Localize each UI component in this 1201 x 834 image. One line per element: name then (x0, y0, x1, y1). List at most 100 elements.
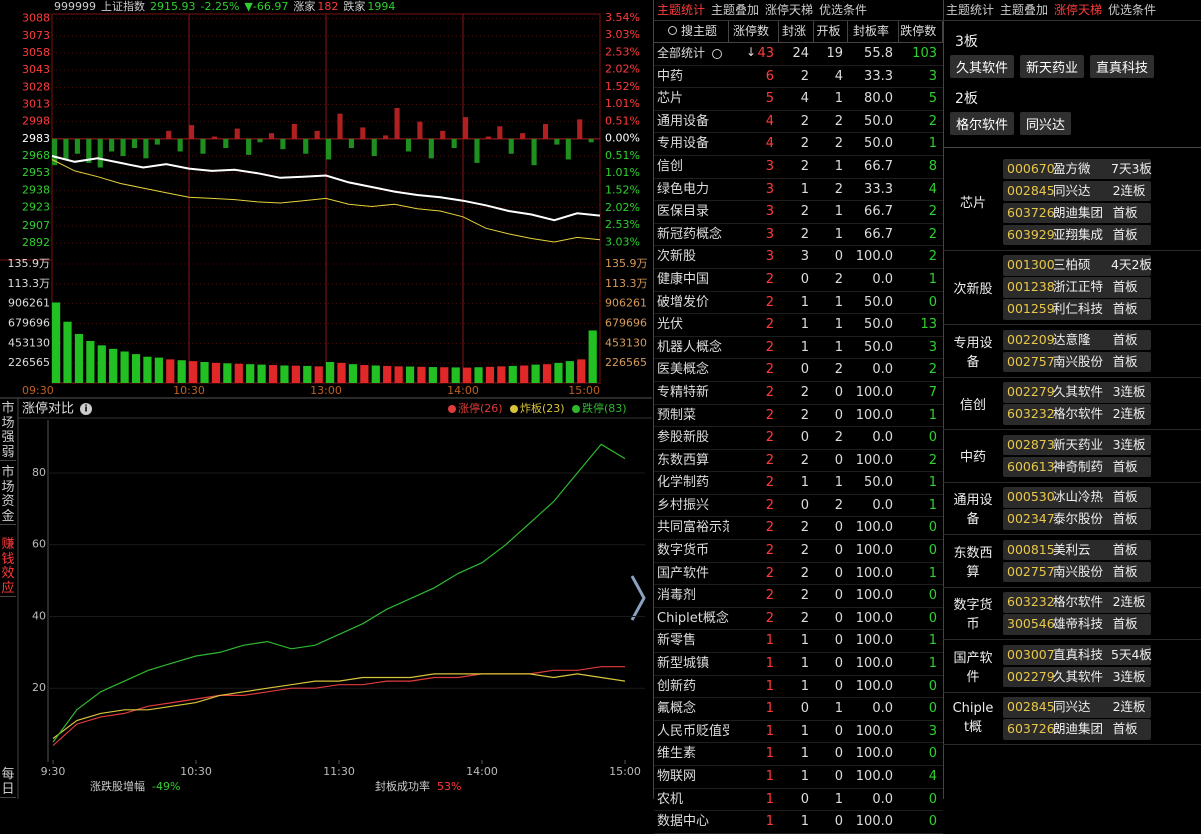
table-row[interactable]: 维生素 1 1 0 100.0 0 (654, 743, 943, 766)
cell: 19 (826, 46, 843, 61)
stock-row[interactable]: 600613 神奇制药 首板 (1003, 456, 1151, 477)
theme-table: 主题统计 主题叠加 涨停天梯 优选条件 搜主题 涨停数↓ 封涨 开板 封板率 跌停数 全部统计 4… (653, 0, 944, 834)
stock-row[interactable]: 000670 盈方微 7天3板 (1003, 158, 1152, 179)
volume-bar (200, 361, 209, 383)
stock-row[interactable]: 603232 格尔软件 2连板 (1003, 592, 1151, 613)
stock-row[interactable]: 002845 同兴达 2连板 (1003, 697, 1151, 718)
cell: 66.7 (864, 204, 893, 220)
table-row[interactable]: Chiplet概念 2 2 0 100.0 0 (654, 608, 943, 631)
table-row[interactable]: 次新股 3 3 0 100.0 2 (654, 246, 943, 269)
stock-row[interactable]: 603726 朗迪集团 首板 (1003, 719, 1151, 740)
stock-row[interactable]: 002347 泰尔股份 首板 (1003, 509, 1151, 530)
stock-button[interactable]: 同兴达 (1020, 112, 1072, 135)
stock-row[interactable]: 002757 南兴股份 首板 (1003, 561, 1151, 582)
side-tab[interactable]: 市场强弱 (0, 401, 16, 461)
table-row[interactable]: 绿色电力 3 1 2 33.3 4 (654, 179, 943, 202)
tab[interactable]: 涨停天梯 (765, 3, 814, 17)
column-header[interactable]: 开板 (814, 21, 849, 42)
stock-row[interactable]: 603232 格尔软件 2连板 (1003, 404, 1151, 425)
table-row[interactable]: 中药 6 2 4 33.3 3 (654, 66, 943, 89)
table-row[interactable]: 信创 3 2 1 66.7 8 (654, 156, 943, 179)
tab[interactable]: 涨停天梯 (1054, 3, 1103, 17)
table-row[interactable]: 数字货币 2 2 0 100.0 0 (654, 540, 943, 563)
table-row[interactable]: 氟概念 1 0 1 0.0 0 (654, 698, 943, 721)
table-row[interactable]: 机器人概念 2 1 1 50.0 3 (654, 337, 943, 360)
table-row[interactable]: 预制菜 2 2 0 100.0 1 (654, 405, 943, 428)
cell: 1 (765, 814, 774, 830)
tab[interactable]: 主题统计 (657, 3, 706, 17)
stock-row[interactable]: 300546 雄帝科技 首板 (1003, 614, 1151, 635)
group-name: 信创 (959, 397, 986, 413)
stock-button[interactable]: 格尔软件 (950, 112, 1015, 135)
tab[interactable]: 优选条件 (1108, 3, 1157, 17)
table-row[interactable]: 芯片 5 4 1 80.0 5 (654, 88, 943, 111)
column-header[interactable]: 搜主题 (654, 21, 729, 42)
column-header[interactable]: 跌停数 (899, 21, 943, 42)
stock-row[interactable]: 000815 美利云 首板 (1003, 539, 1151, 560)
table-row[interactable]: 共同富裕示范区 2 2 0 100.0 0 (654, 517, 943, 541)
table-row[interactable]: 乡村振兴 2 0 2 0.0 1 (654, 495, 943, 518)
column-header[interactable]: 涨停数↓ (729, 21, 780, 59)
table-row[interactable]: 全部统计 43 24 19 55.8 103 (654, 43, 943, 66)
table-row[interactable]: 创新药 1 1 0 100.0 0 (654, 676, 943, 699)
expand-arrow[interactable] (630, 575, 646, 621)
volume-tick-label: 226565 (8, 356, 50, 369)
stock-button[interactable]: 新天药业 (1020, 55, 1085, 78)
table-row[interactable]: 东数西算 2 2 0 100.0 2 (654, 450, 943, 473)
column-header[interactable]: 封涨 (779, 21, 814, 42)
table-row[interactable]: 人民币贬值受益 1 1 0 100.0 3 (654, 721, 943, 744)
stock-row[interactable]: 000530 冰山冷热 首板 (1003, 487, 1151, 508)
cell: 80.0 (864, 91, 893, 107)
table-row[interactable]: 国产软件 2 2 0 100.0 1 (654, 563, 943, 586)
table-row[interactable]: 专用设备 4 2 2 50.0 1 (654, 133, 943, 156)
stock-row[interactable]: 002279 久其软件 3连板 (1003, 666, 1151, 687)
info-glyph: i (84, 405, 87, 415)
table-row[interactable]: 医美概念 2 0 2 0.0 2 (654, 359, 943, 382)
table-row[interactable]: 通用设备 4 2 2 50.0 2 (654, 111, 943, 134)
stock-row[interactable]: 001300 三柏硕 4天2板 (1003, 255, 1152, 276)
stock-row[interactable]: 002845 同兴达 2连板 (1003, 180, 1151, 201)
table-row[interactable]: 数据中心 1 1 0 100.0 0 (654, 811, 943, 834)
stock-row[interactable]: 603726 朗迪集团 首板 (1003, 202, 1151, 223)
table-row[interactable]: 专精特新 2 2 0 100.0 7 (654, 382, 943, 405)
tab-bar: 主题统计 主题叠加 涨停天梯 优选条件 (943, 0, 1201, 21)
tab[interactable]: 优选条件 (819, 3, 868, 17)
table-row[interactable]: 化学制药 2 1 1 50.0 1 (654, 472, 943, 495)
cell: 信创 (657, 158, 684, 174)
stock-row[interactable]: 002757 南兴股份 首板 (1003, 351, 1151, 372)
stock-row[interactable]: 002873 新天药业 3连板 (1003, 434, 1151, 455)
table-row[interactable]: 健康中国 2 0 2 0.0 1 (654, 269, 943, 292)
cell: 4 (928, 181, 937, 197)
stock-row[interactable]: 001259 利仁科技 首板 (1003, 299, 1151, 320)
table-row[interactable]: 新型城镇 1 1 0 100.0 1 (654, 653, 943, 676)
tab[interactable]: 主题叠加 (1000, 3, 1049, 17)
table-row[interactable]: 新零售 1 1 0 100.0 1 (654, 630, 943, 654)
table-row[interactable]: 农机 1 0 1 0.0 0 (654, 789, 943, 812)
stock-button[interactable]: 直真科技 (1090, 55, 1155, 78)
table-row[interactable]: 破增发价 2 1 1 50.0 0 (654, 292, 943, 315)
column-header[interactable]: 封板率 (848, 21, 899, 42)
x-tick-label: 9:30 (41, 765, 66, 778)
side-tab[interactable]: 赚钱效应 (0, 537, 16, 597)
stock-row[interactable]: 002209 达意隆 首板 (1003, 329, 1151, 350)
side-tab[interactable]: 每日 (0, 767, 16, 798)
table-row[interactable]: 新冠药概念 3 2 1 66.7 2 (654, 224, 943, 247)
y-tick-label: 20 (32, 681, 46, 694)
down-count: 1994 (367, 0, 396, 13)
tab[interactable]: 主题统计 (946, 3, 995, 17)
table-row[interactable]: 光伏 2 1 1 50.0 13 (654, 314, 943, 337)
stock-row[interactable]: 001238 浙江正特 首板 (1003, 277, 1151, 298)
table-row[interactable]: 参股新股 2 0 2 0.0 0 (654, 427, 943, 450)
side-tab[interactable]: 市场资金 (0, 465, 16, 525)
tab[interactable]: 主题叠加 (711, 3, 760, 17)
cell: 国产软件 (657, 565, 710, 581)
stock-row[interactable]: 603929 亚翔集成 首板 (1003, 224, 1151, 245)
stock-row[interactable]: 003007 直真科技 5天4板 (1003, 644, 1152, 665)
table-row[interactable]: 医保目录 3 2 1 66.7 2 (654, 201, 943, 224)
info-icon[interactable] (80, 403, 92, 415)
table-row[interactable]: 消毒剂 2 2 0 100.0 0 (654, 585, 943, 608)
stock-row[interactable]: 002279 久其软件 3连板 (1003, 382, 1151, 403)
table-row[interactable]: 物联网 1 1 0 100.0 4 (654, 766, 943, 789)
stock-button[interactable]: 久其软件 (950, 55, 1015, 78)
